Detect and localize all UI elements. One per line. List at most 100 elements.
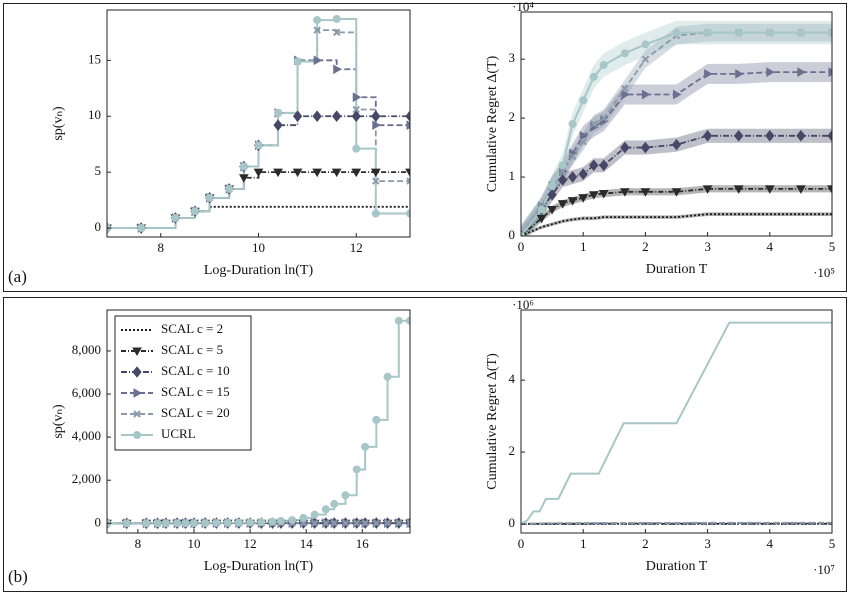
legend-box [114,315,252,451]
marker [590,120,598,128]
legend-label: SCAL c = 2 [161,321,223,336]
x-tick-label: 0 [518,536,525,551]
marker [598,190,609,199]
marker [733,185,744,194]
marker [352,144,361,153]
marker [257,518,266,527]
marker [521,232,525,236]
marker [568,152,577,161]
panel-label: (a) [8,267,27,286]
marker [253,168,264,178]
marker [578,168,588,180]
x-tick-label: 4 [767,239,774,254]
marker [332,14,341,23]
marker [579,130,589,141]
legend-label: SCAL c = 20 [161,405,230,420]
marker [239,162,248,171]
marker [671,188,682,197]
error-band [521,20,832,236]
marker [246,518,255,527]
y-tick-label: 8,000 [72,342,101,357]
y-tick-label: 6,000 [72,385,101,400]
marker [828,67,832,77]
marker [274,108,283,117]
marker [406,209,410,218]
marker [640,141,651,154]
marker [671,138,682,151]
x-tick-label: 3 [704,536,711,551]
y-axis-label: sp(vₙ) [51,404,66,439]
marker [292,110,303,123]
x-tick-label: 10 [252,240,265,255]
marker [341,491,350,500]
marker [361,442,370,451]
x-tick-label: 8 [158,240,165,255]
x-tick-label: 8 [135,536,142,551]
marker [600,114,608,122]
marker [238,174,249,183]
marker [735,69,744,79]
marker [372,177,380,185]
axes-frame [106,309,411,534]
marker [766,67,775,77]
series-line [521,134,832,236]
marker [234,518,243,527]
marker [137,224,146,233]
marker [254,141,263,150]
marker [620,141,630,154]
marker [796,28,805,37]
marker [599,159,609,172]
marker [351,110,361,123]
marker [333,64,342,75]
marker [536,214,547,224]
y-axis-label: sp(vₙ) [51,106,66,141]
marker [153,519,162,528]
x-multiplier: ·10⁵ [813,265,835,280]
x-tick-label: 2 [642,239,649,254]
x-tick-label: 12 [350,240,363,255]
panel-frame [3,297,847,592]
marker [370,168,381,178]
marker [558,174,568,186]
marker [796,129,806,142]
legend-label: SCAL c = 5 [161,342,223,357]
marker [383,519,392,527]
y-tick-label: 2,000 [72,471,101,486]
marker [599,61,608,70]
marker [765,129,775,142]
x-tick-label: 5 [829,536,836,551]
marker [361,519,369,527]
marker [189,519,198,528]
y-tick-label: 4,000 [72,428,101,443]
marker [621,89,630,100]
marker [796,185,806,194]
error-band [521,212,832,236]
marker [537,205,546,214]
marker [225,184,234,193]
marker [640,188,651,197]
marker [641,40,650,49]
legend-marker [133,388,143,398]
plot-area [521,321,832,525]
x-tick-label: 16 [356,536,370,551]
marker [383,372,392,381]
marker [292,168,303,178]
marker [703,28,712,37]
marker [268,517,277,526]
y-tick-label: 0 [95,219,102,234]
marker [293,57,302,66]
series-line [521,31,832,236]
marker [288,516,297,525]
series-line [521,521,832,525]
x-tick-label: 4 [767,536,774,551]
marker [351,168,362,178]
y-tick-label: 15 [88,51,101,66]
marker [341,519,350,527]
marker [704,69,713,79]
x-axis-label: Log-Duration ln(T) [204,263,314,278]
marker [352,105,360,114]
marker [827,185,832,194]
marker [547,188,557,201]
y-axis-label: Cumulative Regret Δ(T) [485,353,500,490]
y-tick-label: 3 [509,50,516,65]
